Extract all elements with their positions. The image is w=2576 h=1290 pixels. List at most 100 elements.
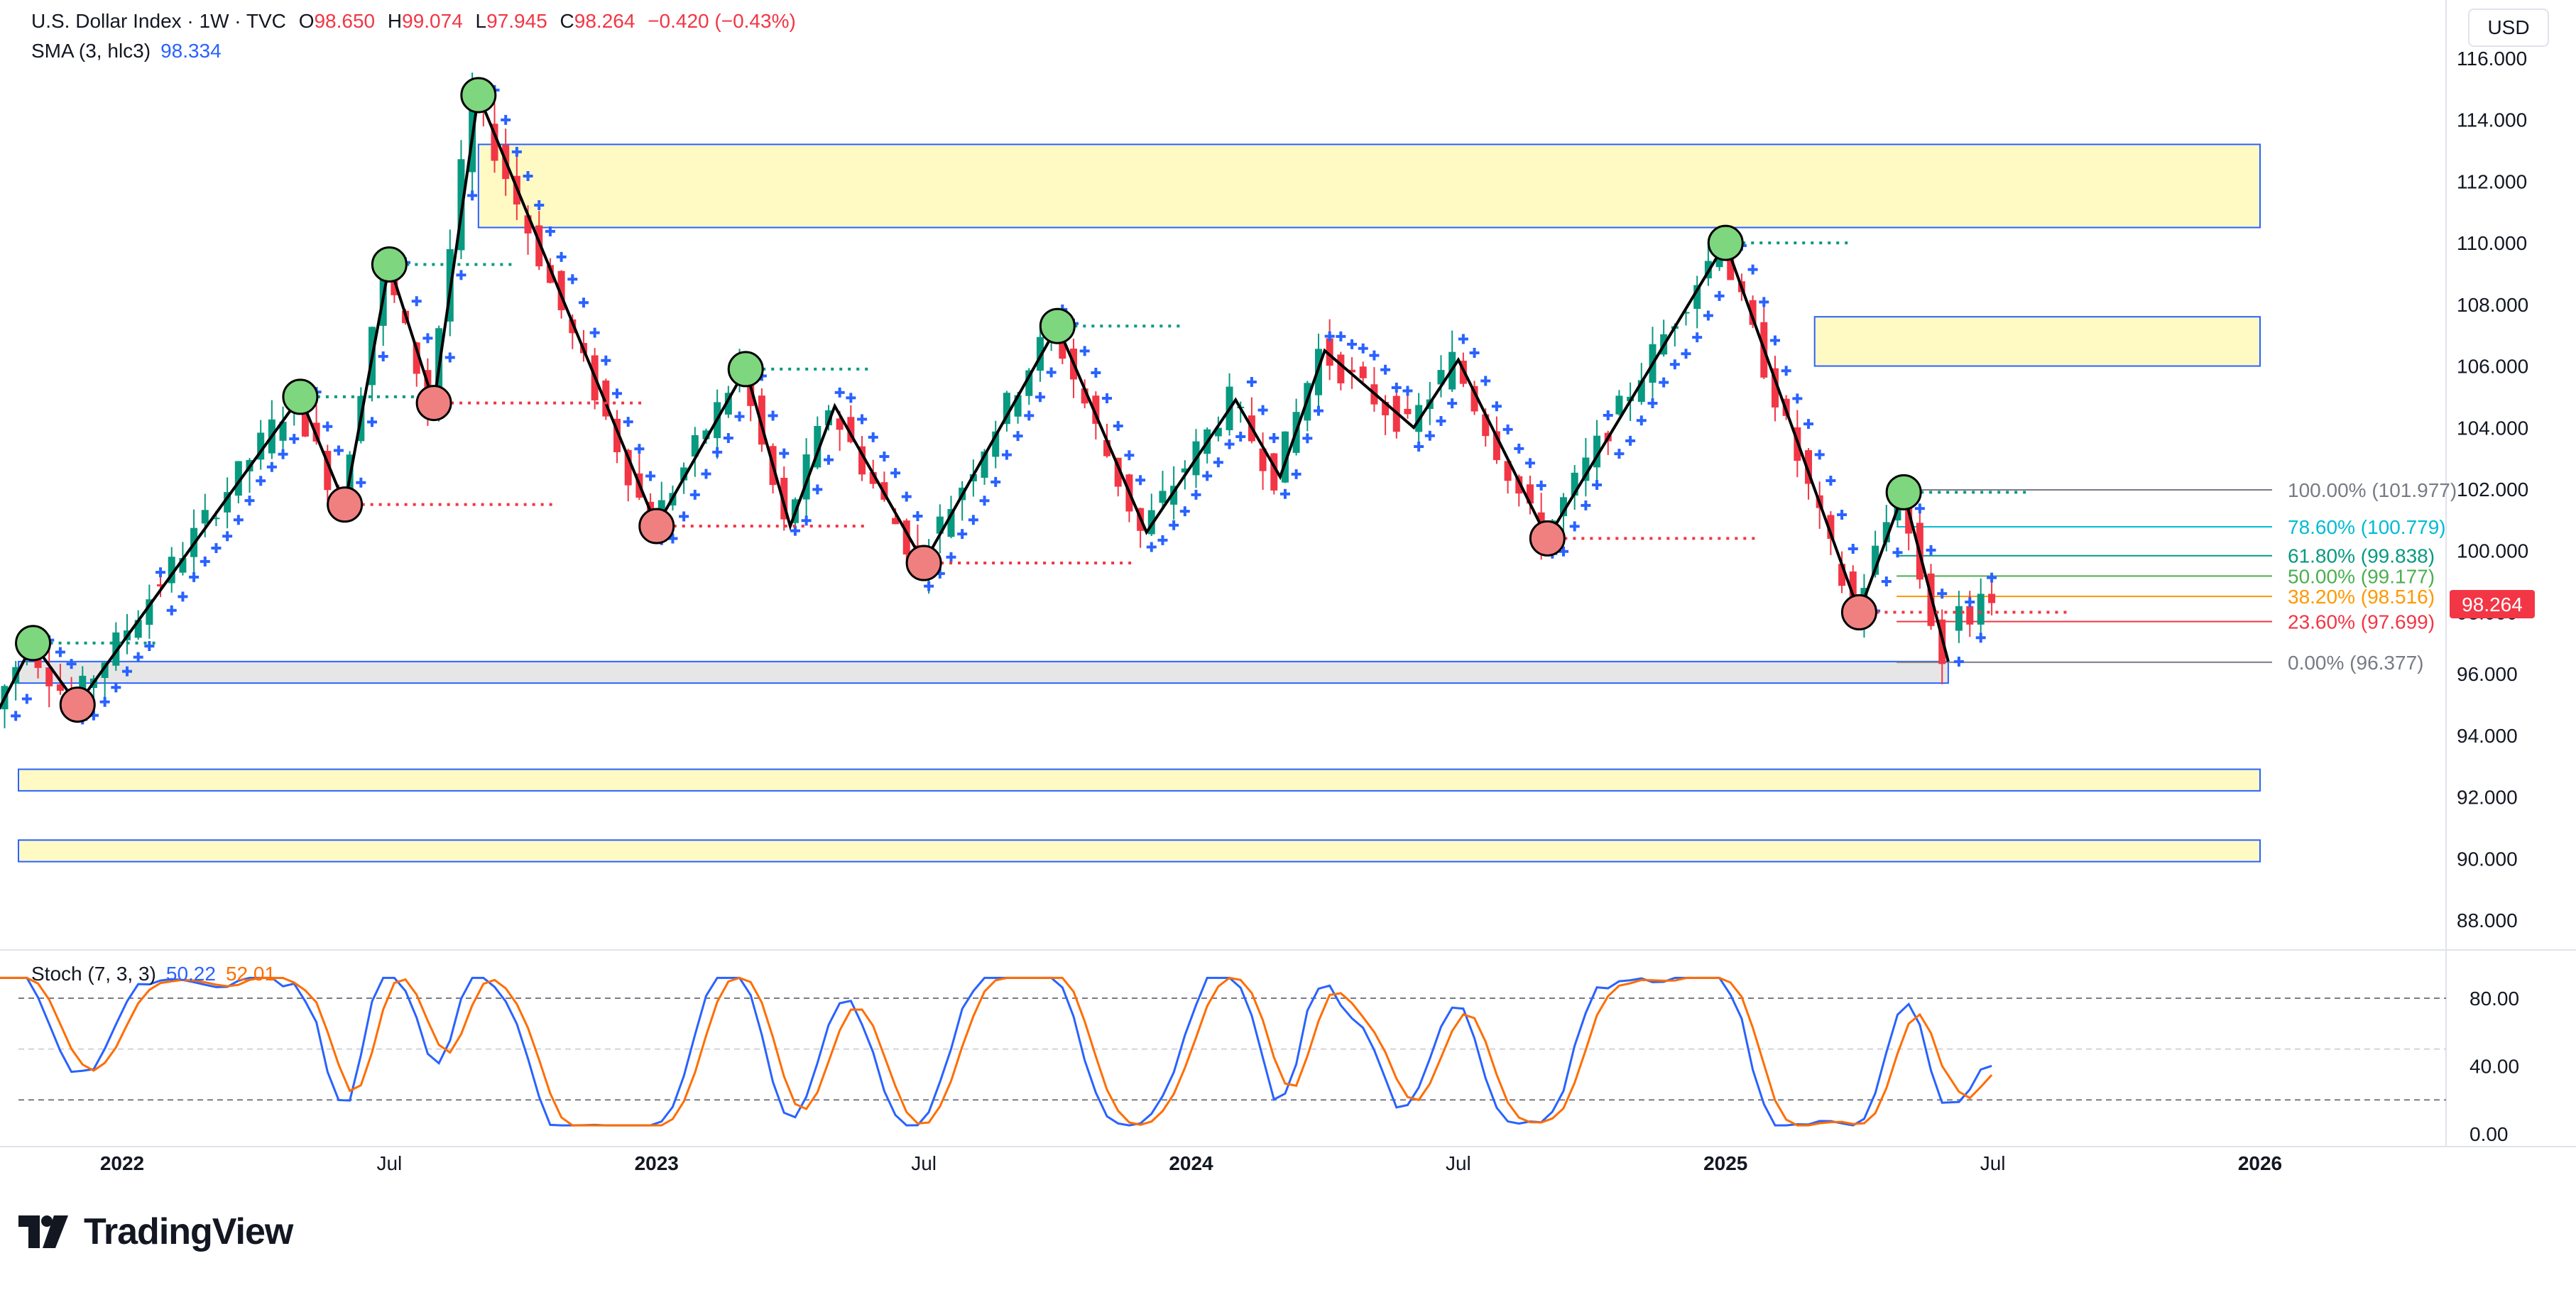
sma-marker (256, 476, 266, 486)
candle-body (1492, 431, 1500, 461)
sma-marker (1224, 439, 1235, 449)
sma-marker (723, 432, 733, 443)
swing-low-marker (1529, 520, 1566, 557)
sma-marker (1358, 343, 1368, 354)
sma-marker (367, 417, 378, 427)
sma-marker (200, 556, 210, 567)
candle-body (847, 417, 855, 442)
time-tick-label: Jul (1980, 1152, 2006, 1174)
price-tick-label: 102.000 (2457, 479, 2528, 501)
sma-marker (1369, 350, 1380, 361)
sma-marker (523, 171, 533, 181)
sma-marker (1848, 543, 1858, 554)
swing-high-marker (282, 378, 319, 415)
fib-level-label: 61.80% (99.838) (2288, 545, 2435, 567)
sma-marker (444, 352, 455, 363)
swing-high-marker (727, 351, 764, 388)
sma-marker (356, 477, 366, 488)
sma-marker (1191, 489, 1201, 500)
close-value: 98.264 (574, 10, 635, 32)
change-value: −0.420 (−0.43%) (648, 10, 796, 32)
stoch-d-value: 52.01 (225, 963, 276, 985)
tradingview-logo[interactable]: TradingView (18, 1207, 293, 1257)
sma-marker (1146, 542, 1157, 552)
candle-body (1437, 370, 1445, 385)
tradingview-logo-icon (18, 1215, 72, 1248)
candle-body (602, 380, 610, 417)
sma-marker (1480, 376, 1491, 386)
candle-body (1838, 564, 1846, 586)
candle-body (1582, 457, 1590, 481)
candle-body (1114, 457, 1122, 487)
sma-marker (1669, 359, 1680, 370)
candle-body (1103, 439, 1111, 457)
sma-marker (1124, 450, 1135, 461)
candle-body (1348, 369, 1356, 373)
sma-marker (1257, 405, 1268, 415)
price-tick-label: 96.000 (2457, 663, 2518, 685)
sma-marker (133, 652, 143, 662)
candle-body (680, 467, 688, 481)
sma-marker (868, 432, 878, 442)
fib-level-label: 23.60% (97.699) (2288, 611, 2435, 633)
time-tick-label: 2024 (1169, 1152, 1213, 1174)
candle-body (1092, 395, 1100, 424)
sma-marker (166, 605, 177, 616)
candle-body (212, 518, 220, 520)
price-zone (477, 143, 2261, 229)
sma-marker (601, 355, 611, 366)
sma-marker (1536, 480, 1546, 491)
price-tick-label: 104.000 (2457, 417, 2528, 439)
sma-marker (1424, 430, 1435, 441)
candle-body (112, 632, 120, 666)
price-tick-label: 90.000 (2457, 848, 2518, 870)
sma-marker (178, 591, 188, 602)
sma-marker (1447, 398, 1458, 409)
sma-marker (1703, 310, 1713, 321)
candle-body (1515, 476, 1523, 494)
candle-body (557, 270, 565, 310)
sma-marker (612, 388, 623, 399)
sma-marker (1581, 500, 1591, 510)
candle-body (1593, 435, 1601, 468)
sma-marker (924, 581, 934, 591)
candle-body (702, 430, 710, 439)
sma-marker (1792, 393, 1803, 404)
sma-marker (1391, 382, 1402, 393)
candle-body (1849, 571, 1857, 611)
candle-body (814, 426, 822, 468)
sma-marker (1965, 596, 1975, 607)
sma-marker (534, 200, 545, 211)
stoch-label: Stoch (7, 3, 3) (31, 963, 156, 985)
sma-marker (1469, 347, 1480, 358)
time-tick-label: 2026 (2238, 1152, 2282, 1174)
candle-body (1504, 461, 1512, 481)
sma-marker (1091, 367, 1101, 378)
sma-marker (55, 647, 65, 657)
sma-header[interactable]: SMA (3, hlc3) 98.334 (31, 40, 222, 62)
candle-body (758, 395, 765, 445)
sma-marker (1380, 364, 1391, 375)
sma-marker (1975, 633, 1986, 643)
fib-level-label: 0.00% (96.377) (2288, 652, 2423, 674)
sma-marker (501, 114, 511, 125)
last-price-label: 98.264 (2462, 594, 2523, 616)
sma-marker (1603, 410, 1613, 420)
sma-marker (1213, 457, 1223, 468)
candle-body (1147, 510, 1155, 535)
sma-marker (901, 491, 912, 502)
currency-button[interactable]: USD (2468, 9, 2549, 47)
candle-body (1337, 354, 1345, 383)
sma-label: SMA (3, hlc3) (31, 40, 151, 62)
candle-body (1682, 312, 1690, 314)
price-tick-label: 108.000 (2457, 294, 2528, 316)
price-tick-label: 94.000 (2457, 725, 2518, 747)
price-tick-label: 116.000 (2457, 48, 2527, 70)
sma-marker (1524, 458, 1535, 469)
sma-marker (567, 274, 578, 285)
sma-marker (1569, 521, 1580, 532)
symbol-title[interactable]: U.S. Dollar Index · 1W · TVC (31, 10, 286, 32)
stoch-header[interactable]: Stoch (7, 3, 3) 50.22 52.01 (31, 963, 275, 985)
sma-marker (144, 641, 155, 652)
